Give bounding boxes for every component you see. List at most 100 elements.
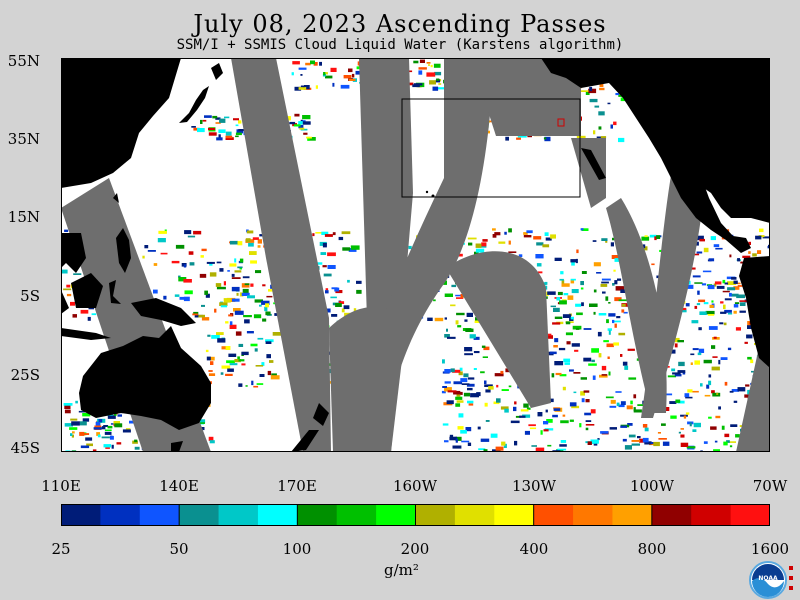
cloud-speck [105, 447, 110, 449]
cloud-speck [581, 398, 585, 403]
cloud-speck [111, 444, 114, 449]
cloud-speck [700, 383, 703, 387]
cloud-speck [703, 359, 712, 364]
cloud-speck [665, 393, 673, 396]
cloud-speck [722, 290, 730, 293]
cloud-speck [483, 449, 488, 452]
cloud-speck [300, 119, 303, 123]
cloud-speck [672, 372, 681, 375]
cloud-speck [762, 236, 770, 239]
cloud-speck [257, 239, 262, 244]
cloud-speck [147, 250, 156, 252]
cloud-speck [608, 302, 611, 304]
cloud-speck [658, 438, 667, 440]
cloud-speck [418, 70, 423, 75]
cloud-speck [624, 445, 632, 450]
cloud-speck [209, 262, 213, 266]
cloud-speck [247, 295, 255, 299]
cloud-speck [205, 293, 210, 298]
cloud-speck [412, 84, 420, 88]
cloud-speck [251, 380, 254, 386]
cloud-speck [444, 387, 452, 392]
cloud-speck [292, 61, 300, 65]
cloud-speck [501, 389, 509, 391]
cloud-speck [245, 238, 251, 243]
cloud-speck [704, 394, 711, 397]
cloud-speck [609, 405, 617, 408]
cloud-speck [458, 413, 464, 418]
cloud-speck [637, 404, 647, 406]
cloud-speck [467, 237, 477, 240]
cloud-speck [716, 285, 725, 289]
cloud-speck [300, 74, 303, 76]
cloud-speck [201, 304, 205, 307]
cloud-speck [583, 328, 592, 330]
cloud-speck [178, 275, 181, 278]
cloud-speck [720, 357, 728, 360]
cloud-speck [728, 441, 736, 443]
cloud-speck [723, 441, 728, 446]
color-swatch [376, 504, 416, 526]
cloud-speck [269, 360, 274, 363]
cloud-speck [355, 70, 361, 75]
cloud-speck [73, 273, 82, 275]
cloud-speck [601, 281, 609, 284]
cloud-speck [335, 290, 343, 294]
cloud-speck [325, 75, 333, 79]
cloud-speck [554, 316, 563, 319]
cloud-speck [442, 359, 445, 364]
cloud-speck [254, 348, 258, 352]
cloud-speck [546, 419, 553, 423]
cloud-speck [234, 359, 241, 363]
cloud-speck [714, 281, 722, 285]
cloud-speck [514, 401, 517, 405]
cloud-speck [160, 252, 168, 255]
cloud-speck [237, 356, 240, 360]
cloud-speck [153, 289, 158, 294]
cloud-speck [492, 234, 497, 238]
cloud-speck [640, 246, 648, 251]
cloud-speck [618, 404, 625, 408]
cloud-speck [434, 317, 444, 322]
cloud-speck [348, 68, 353, 73]
cloud-speck [567, 295, 574, 300]
cloud-speck [615, 93, 619, 96]
cloud-speck [407, 70, 413, 73]
cloud-speck [713, 244, 720, 248]
cloud-speck [591, 348, 599, 353]
cloud-speck [724, 298, 732, 301]
cloud-speck [234, 258, 237, 263]
cloud-speck [239, 267, 242, 270]
cloud-speck [589, 303, 598, 307]
cloud-speck [221, 365, 231, 369]
cloud-speck [427, 317, 433, 321]
cloud-speck [327, 265, 336, 269]
cloud-speck [674, 373, 682, 377]
cloud-speck [531, 445, 537, 447]
cloud-speck [144, 245, 149, 249]
cloud-speck [198, 314, 205, 318]
cloud-speck [183, 264, 187, 268]
cloud-speck [478, 448, 486, 451]
land-masses [61, 58, 770, 452]
cloud-speck [600, 431, 609, 434]
cloud-speck [565, 321, 571, 325]
cloud-speck [618, 137, 625, 143]
cloud-speck [698, 348, 705, 353]
cloud-speck [642, 424, 648, 428]
cloud-speck [742, 255, 751, 258]
cloud-speck [208, 132, 217, 136]
cloud-speck [721, 425, 725, 430]
cloud-speck [232, 298, 240, 302]
cloud-speck [163, 295, 167, 300]
cloud-speck [325, 308, 331, 313]
cloud-speck [259, 304, 262, 307]
cloud-speck [620, 401, 626, 405]
cloud-speck [456, 400, 464, 403]
cloud-speck [592, 240, 597, 242]
scale-label: 400 [519, 540, 549, 558]
cloud-speck [729, 292, 732, 297]
scale-label: 25 [51, 540, 71, 558]
cloud-speck [694, 305, 698, 309]
cloud-speck [475, 243, 482, 248]
